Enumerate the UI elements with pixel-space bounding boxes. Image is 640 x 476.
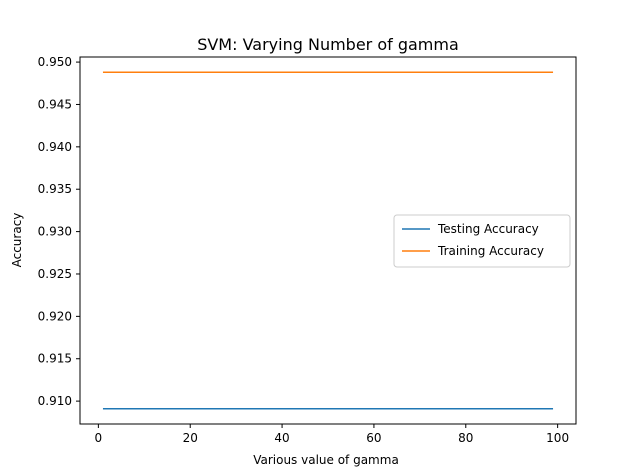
chart-title: SVM: Varying Number of gamma — [197, 35, 459, 54]
y-tick-label: 0.945 — [38, 97, 72, 111]
y-tick-label: 0.935 — [38, 182, 72, 196]
y-tick-label: 0.950 — [38, 55, 72, 69]
legend-box — [393, 214, 571, 268]
plot-frame — [79, 56, 577, 425]
x-axis-label: Various value of gamma — [253, 453, 399, 467]
x-tick-label: 20 — [183, 431, 198, 445]
x-tick-label: 0 — [95, 431, 103, 445]
y-tick-label: 0.925 — [38, 267, 72, 281]
y-tick-label: 0.940 — [38, 140, 72, 154]
x-tick-label: 40 — [274, 431, 289, 445]
y-tick-label: 0.910 — [38, 394, 72, 408]
y-tick-label: 0.930 — [38, 225, 72, 239]
x-tick-label: 80 — [458, 431, 473, 445]
y-tick-label: 0.920 — [38, 309, 72, 323]
plot-area: 0 20 40 60 80 100 0.910 0.915 0.920 0.925 0.930 0.9… — [38, 55, 577, 445]
y-axis-label: Accuracy — [10, 213, 24, 268]
y-tick-label: 0.915 — [38, 352, 72, 366]
x-tick-label: 60 — [366, 431, 381, 445]
x-tick-label: 100 — [546, 431, 569, 445]
legend-label-0: Testing Accuracy — [437, 222, 539, 236]
legend: Testing Accuracy Training Accuracy — [393, 214, 571, 268]
legend-label-1: Training Accuracy — [437, 244, 544, 258]
